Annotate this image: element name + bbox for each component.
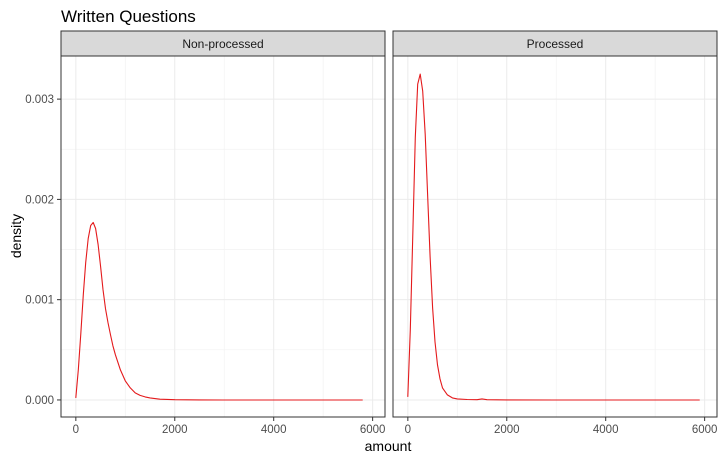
density-line — [75, 221, 363, 401]
x-tick-label: 6000 — [360, 424, 386, 436]
y-tick-label: 0.000 — [25, 395, 54, 407]
y-axis-title: density — [8, 214, 24, 258]
x-tick-label: 6000 — [692, 424, 718, 436]
chart-title: Written Questions — [61, 7, 196, 26]
panel-background — [393, 56, 717, 417]
x-tick-label: 4000 — [261, 424, 287, 436]
y-tick-label: 0.001 — [25, 295, 54, 307]
panel-background — [61, 56, 385, 417]
x-tick-label: 2000 — [494, 424, 520, 436]
x-axis-title: amount — [365, 438, 412, 454]
y-tick-label: 0.002 — [25, 194, 54, 206]
x-tick-label: 4000 — [593, 424, 619, 436]
x-tick-label: 0 — [405, 424, 411, 436]
facet-label: Processed — [527, 37, 584, 51]
facet-strip — [60, 30, 386, 57]
x-tick-label: 0 — [73, 424, 79, 436]
panel-border — [392, 55, 718, 418]
y-tick-label: 0.003 — [25, 94, 54, 106]
panel-non-processed: Non-processed — [60, 30, 386, 418]
panel-border — [60, 55, 386, 418]
facet-label: Non-processed — [182, 37, 263, 51]
panel-processed: Processed — [392, 30, 718, 418]
density-line — [407, 73, 700, 401]
y-axis: 0.000 0.001 0.002 0.003 — [25, 94, 61, 407]
x-tick-label: 2000 — [162, 424, 188, 436]
x-axis: 0 2000 4000 6000 0 2000 4000 6000 — [73, 417, 718, 436]
